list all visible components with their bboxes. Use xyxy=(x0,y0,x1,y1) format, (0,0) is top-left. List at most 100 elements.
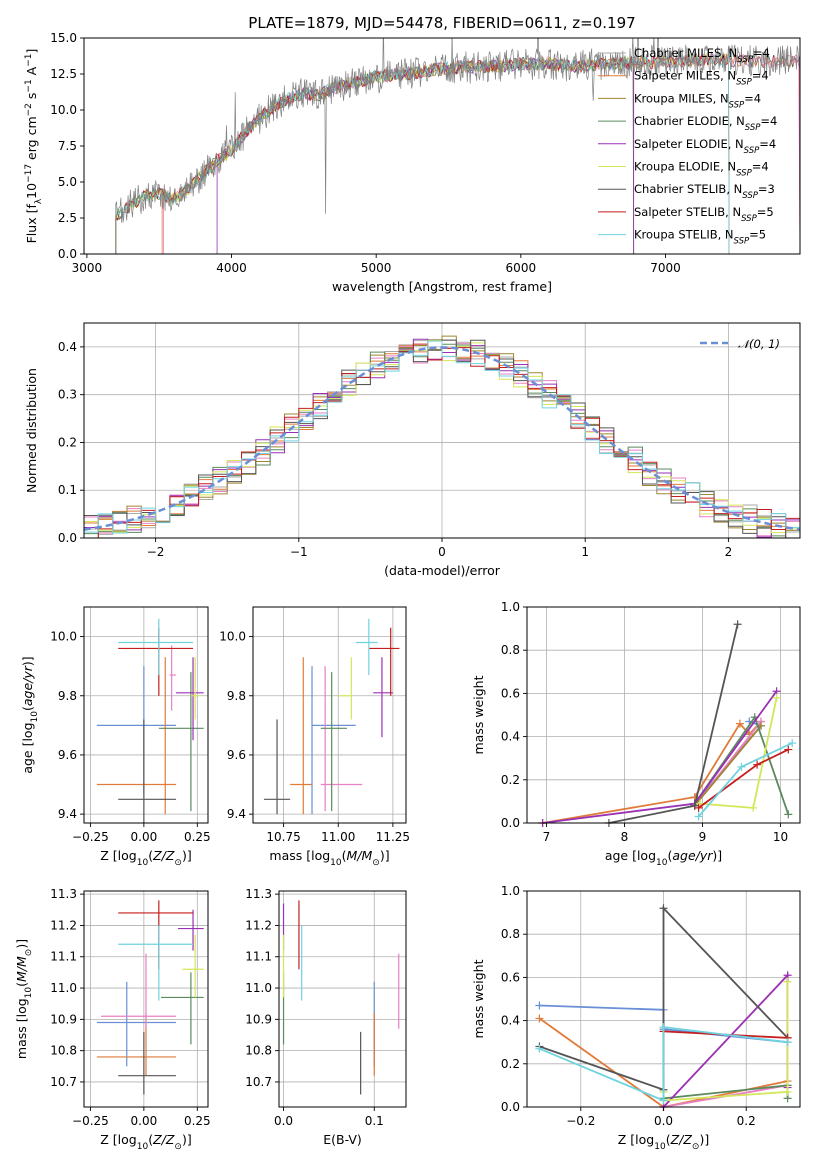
y-tick-label: 0.0 xyxy=(58,531,77,545)
y-tick-label: 9.4 xyxy=(58,807,77,821)
y-tick-label: 11.0 xyxy=(245,981,272,995)
y-tick-label: 0.2 xyxy=(501,1057,520,1071)
y-tick-label: 0.8 xyxy=(501,927,520,941)
y-tick-label: 1.0 xyxy=(501,600,520,614)
x-tick-label: 0.00 xyxy=(131,830,158,844)
x-axis-label: (data-model)/error xyxy=(384,563,501,578)
x-tick-label: 7000 xyxy=(650,261,681,275)
weight-point xyxy=(535,1044,544,1053)
weight-point xyxy=(735,719,744,728)
weight-point xyxy=(753,760,762,769)
y-tick-label: 11.3 xyxy=(50,887,77,901)
y-tick-label: 9.8 xyxy=(227,689,246,703)
x-tick-label: 11.00 xyxy=(321,830,355,844)
y-tick-label: 10.0 xyxy=(219,630,246,644)
x-tick-label: 11.25 xyxy=(376,830,410,844)
y-tick-label: 9.6 xyxy=(58,748,77,762)
y-tick-label: 7.5 xyxy=(58,139,77,153)
x-tick-label: −0.2 xyxy=(566,1114,595,1128)
y-tick-label: 11.2 xyxy=(50,918,77,932)
y-tick-label: 9.6 xyxy=(227,748,246,762)
weight-point xyxy=(535,1014,544,1023)
weight-point xyxy=(694,803,703,812)
y-tick-label: 10.0 xyxy=(50,103,77,117)
x-tick-label: 10.75 xyxy=(266,830,300,844)
weight-point xyxy=(749,803,758,812)
x-tick-label: 0.25 xyxy=(184,830,211,844)
y-tick-label: 0.0 xyxy=(501,816,520,830)
mass-vs-ebv-panel: 0.0 0.1 10.7 10.8 10.9 11.0 11.1 11.2 11.3 E(B-V) xyxy=(245,887,407,1147)
weight-point xyxy=(694,812,703,821)
y-tick-label: 0.6 xyxy=(501,686,520,700)
y-tick-label: 2.5 xyxy=(58,211,77,225)
y-tick-label: 5.0 xyxy=(58,175,77,189)
y-tick-label: 10.8 xyxy=(245,1044,272,1058)
weight-series-line xyxy=(539,1026,788,1102)
weight-point xyxy=(783,1087,792,1096)
x-axis-label: wavelength [Angstrom, rest frame] xyxy=(332,279,552,294)
weight-point xyxy=(783,1038,792,1047)
weight-point xyxy=(784,745,793,754)
x-tick-label: 1 xyxy=(581,545,589,559)
weight-series-line xyxy=(694,725,762,807)
y-tick-label: 11.0 xyxy=(50,981,77,995)
y-tick-label: 10.7 xyxy=(50,1075,77,1089)
x-tick-label: 0.0 xyxy=(274,1114,293,1128)
x-axis-label: E(B-V) xyxy=(323,1132,362,1147)
y-tick-label: 0.0 xyxy=(58,247,77,261)
y-tick-label: 11.3 xyxy=(245,887,272,901)
x-tick-label: 0.0 xyxy=(654,1114,673,1128)
y-tick-label: 0.4 xyxy=(58,340,77,354)
x-tick-label: 5000 xyxy=(361,261,392,275)
y-tick-label: 12.5 xyxy=(50,67,77,81)
residuals-panel: −2 −1 0 1 2 0.0 0.1 0.2 0.3 0.4 (data-model)/error… xyxy=(24,322,801,578)
y-tick-label: 0.2 xyxy=(501,773,520,787)
x-tick-label: 8 xyxy=(621,830,629,844)
y-axis-label: mass weight xyxy=(471,675,486,754)
y-tick-label: 10.9 xyxy=(50,1012,77,1026)
y-tick-label: 0.6 xyxy=(501,970,520,984)
weight-point xyxy=(659,904,668,913)
y-tick-label: 10.8 xyxy=(50,1044,77,1058)
x-tick-label: −2 xyxy=(147,545,165,559)
weight-point xyxy=(659,1023,668,1032)
y-tick-label: 10.9 xyxy=(245,1012,272,1026)
y-axis-label: mass weight xyxy=(471,959,486,1038)
y-tick-label: 10.7 xyxy=(245,1075,272,1089)
normal-curve xyxy=(84,346,800,531)
x-tick-label: −1 xyxy=(290,545,308,559)
x-tick-label: 10 xyxy=(773,830,788,844)
model-spectrum-line xyxy=(115,51,730,254)
y-tick-label: 15.0 xyxy=(50,31,77,45)
weight-point xyxy=(733,620,742,629)
x-tick-label: 9 xyxy=(699,830,707,844)
x-tick-label: 0.00 xyxy=(131,1114,158,1128)
weight-point xyxy=(659,1096,668,1105)
residual-histogram xyxy=(84,340,800,538)
y-tick-label: 11.2 xyxy=(245,918,272,932)
y-tick-label: 0.4 xyxy=(501,730,520,744)
y-tick-label: 10.0 xyxy=(50,630,77,644)
weight-point xyxy=(737,762,746,771)
y-tick-label: 0.3 xyxy=(58,388,77,402)
y-tick-label: 0.0 xyxy=(501,1100,520,1114)
y-axis-label: Normed distribution xyxy=(24,368,39,493)
x-tick-label: 7 xyxy=(543,830,551,844)
x-tick-label: 0.2 xyxy=(737,1114,756,1128)
y-tick-label: 1.0 xyxy=(501,884,520,898)
x-tick-label: 4000 xyxy=(216,261,247,275)
x-tick-label: −0.25 xyxy=(72,830,109,844)
y-tick-label: 0.8 xyxy=(501,643,520,657)
x-tick-label: 3000 xyxy=(72,261,103,275)
weight-point xyxy=(535,1001,544,1010)
y-tick-label: 11.1 xyxy=(50,950,77,964)
model-spectrum-line xyxy=(115,52,730,254)
weight-series-line xyxy=(539,906,789,1091)
y-tick-label: 0.1 xyxy=(58,483,77,497)
spectrum-title: PLATE=1879, MJD=54478, FIBERID=0611, z=0… xyxy=(248,14,635,32)
legend-entry: 𝒩(0, 1) xyxy=(738,337,780,351)
x-tick-label: −0.25 xyxy=(72,1114,109,1128)
